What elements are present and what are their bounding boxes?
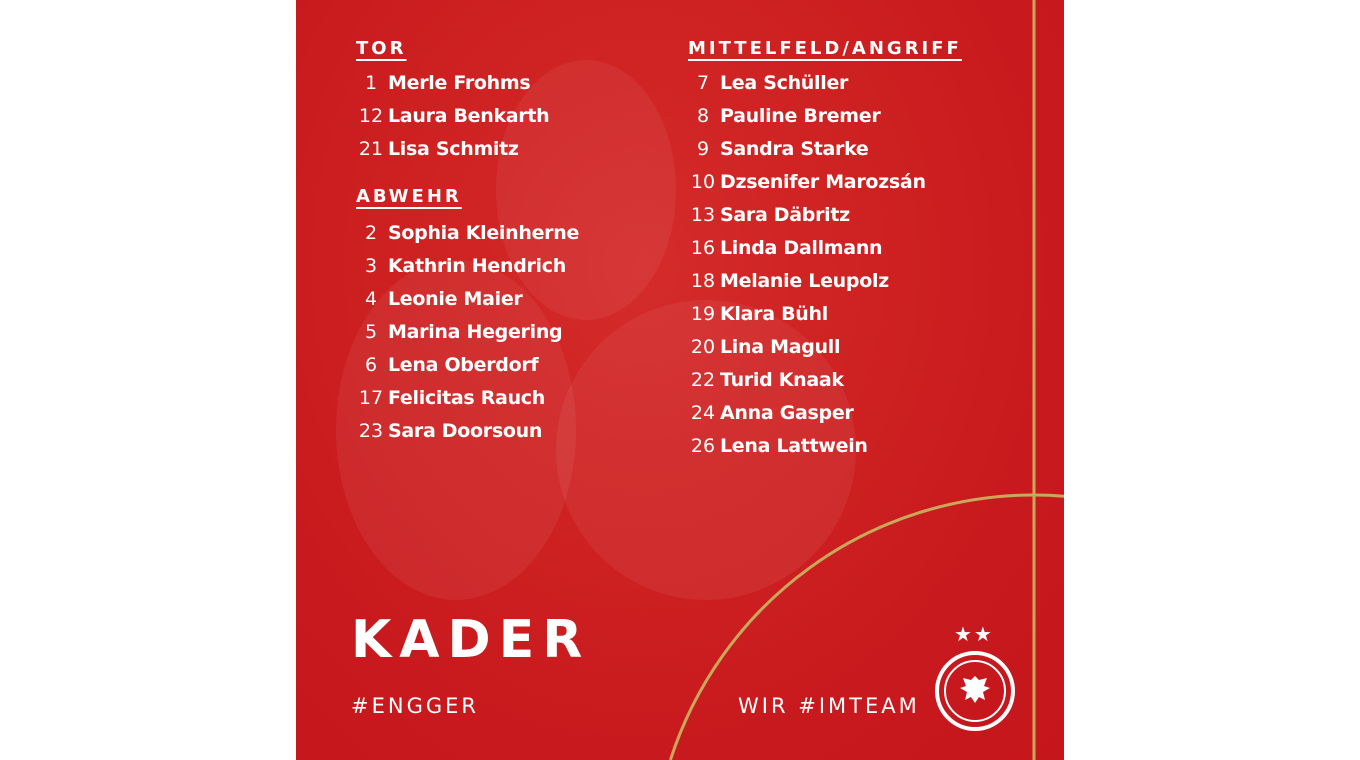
player-number: 8: [696, 105, 710, 127]
player-name: Lea Schüller: [720, 72, 849, 94]
player-number: 3: [364, 255, 378, 277]
heading-abwehr: ABWEHR: [356, 186, 462, 207]
player-row: 2 Sophia Kleinherne: [356, 222, 579, 255]
player-number: 26: [690, 435, 716, 457]
player-number: 20: [690, 336, 716, 358]
player-number: 2: [364, 222, 378, 244]
player-name: Marina Hegering: [388, 321, 563, 343]
pitch-lines: [668, 0, 1064, 760]
player-name: Sandra Starke: [720, 138, 869, 160]
player-number: 19: [690, 303, 716, 325]
player-number: 17: [358, 387, 384, 409]
photo-player-head: [496, 60, 676, 320]
player-row: 5 Marina Hegering: [356, 321, 579, 354]
player-number: 1: [364, 72, 378, 94]
player-row: 7 Lea Schüller: [688, 72, 962, 105]
player-row: 17 Felicitas Rauch: [356, 387, 579, 420]
heading-mittelfeld: MITTELFELD/ANGRIFF: [688, 38, 962, 59]
player-name: Sara Doorsoun: [388, 420, 543, 442]
player-number: 18: [690, 270, 716, 292]
player-row: 12 Laura Benkarth: [356, 105, 579, 138]
player-name: Linda Dallmann: [720, 237, 883, 259]
player-name: Turid Knaak: [720, 369, 844, 391]
player-name: Klara Bühl: [720, 303, 828, 325]
player-row: 10 Dzsenifer Marozsán: [688, 171, 962, 204]
player-name: Dzsenifer Marozsán: [720, 171, 926, 193]
player-row: 3 Kathrin Hendrich: [356, 255, 579, 288]
player-name: Lena Oberdorf: [388, 354, 539, 376]
player-name: Leonie Maier: [388, 288, 523, 310]
stars-icon: ★★: [954, 622, 994, 646]
player-row: 20 Lina Magull: [688, 336, 962, 369]
player-number: 4: [364, 288, 378, 310]
player-number: 10: [690, 171, 716, 193]
player-name: Pauline Bremer: [720, 105, 881, 127]
player-number: 7: [696, 72, 710, 94]
heading-tor: TOR: [356, 38, 407, 59]
player-number: 16: [690, 237, 716, 259]
player-name: Lisa Schmitz: [388, 138, 519, 160]
dfb-logo-icon: [935, 651, 1015, 731]
player-name: Laura Benkarth: [388, 105, 550, 127]
player-row: 19 Klara Bühl: [688, 303, 962, 336]
player-row: 24 Anna Gasper: [688, 402, 962, 435]
eagle-icon: [960, 676, 990, 703]
player-row: 6 Lena Oberdorf: [356, 354, 579, 387]
player-name: Lina Magull: [720, 336, 841, 358]
player-row: 18 Melanie Leupolz: [688, 270, 962, 303]
player-number: 13: [690, 204, 716, 226]
section-mittelfeld: MITTELFELD/ANGRIFF 7 Lea Schüller 8 Pauline…: [688, 38, 962, 468]
player-name: Felicitas Rauch: [388, 387, 545, 409]
player-number: 21: [358, 138, 384, 160]
player-number: 22: [690, 369, 716, 391]
player-number: 5: [364, 321, 378, 343]
hashtag-engger: #ENGGER: [351, 694, 479, 718]
photo-player-left: [336, 260, 576, 600]
player-number: 24: [690, 402, 716, 424]
player-row: 9 Sandra Starke: [688, 138, 962, 171]
player-name: Kathrin Hendrich: [388, 255, 566, 277]
player-name: Sara Däbritz: [720, 204, 850, 226]
player-name: Melanie Leupolz: [720, 270, 889, 292]
section-tor: TOR 1 Merle Frohms 12 Laura Benkarth 21 Lisa …: [356, 38, 579, 453]
player-row: 13 Sara Däbritz: [688, 204, 962, 237]
player-row: 4 Leonie Maier: [356, 288, 579, 321]
player-number: 12: [358, 105, 384, 127]
player-row: 16 Linda Dallmann: [688, 237, 962, 270]
player-row: 8 Pauline Bremer: [688, 105, 962, 138]
player-name: Sophia Kleinherne: [388, 222, 580, 244]
player-row: 21 Lisa Schmitz: [356, 138, 579, 171]
player-name: Anna Gasper: [720, 402, 854, 424]
player-number: 6: [364, 354, 378, 376]
title-kader: KADER: [351, 610, 591, 670]
player-row: 23 Sara Doorsoun: [356, 420, 579, 453]
squad-graphic: TOR 1 Merle Frohms 12 Laura Benkarth 21 Lisa …: [296, 0, 1064, 760]
player-row: 26 Lena Lattwein: [688, 435, 962, 468]
hashtag-imteam: WIR #IMTEAM: [738, 694, 920, 718]
player-number: 23: [358, 420, 384, 442]
gold-arc: [668, 493, 1064, 760]
player-name: Merle Frohms: [388, 72, 531, 94]
player-number: 9: [696, 138, 710, 160]
player-row: 22 Turid Knaak: [688, 369, 962, 402]
player-name: Lena Lattwein: [720, 435, 868, 457]
photo-player-body: [556, 300, 856, 600]
player-row: 1 Merle Frohms: [356, 72, 579, 105]
